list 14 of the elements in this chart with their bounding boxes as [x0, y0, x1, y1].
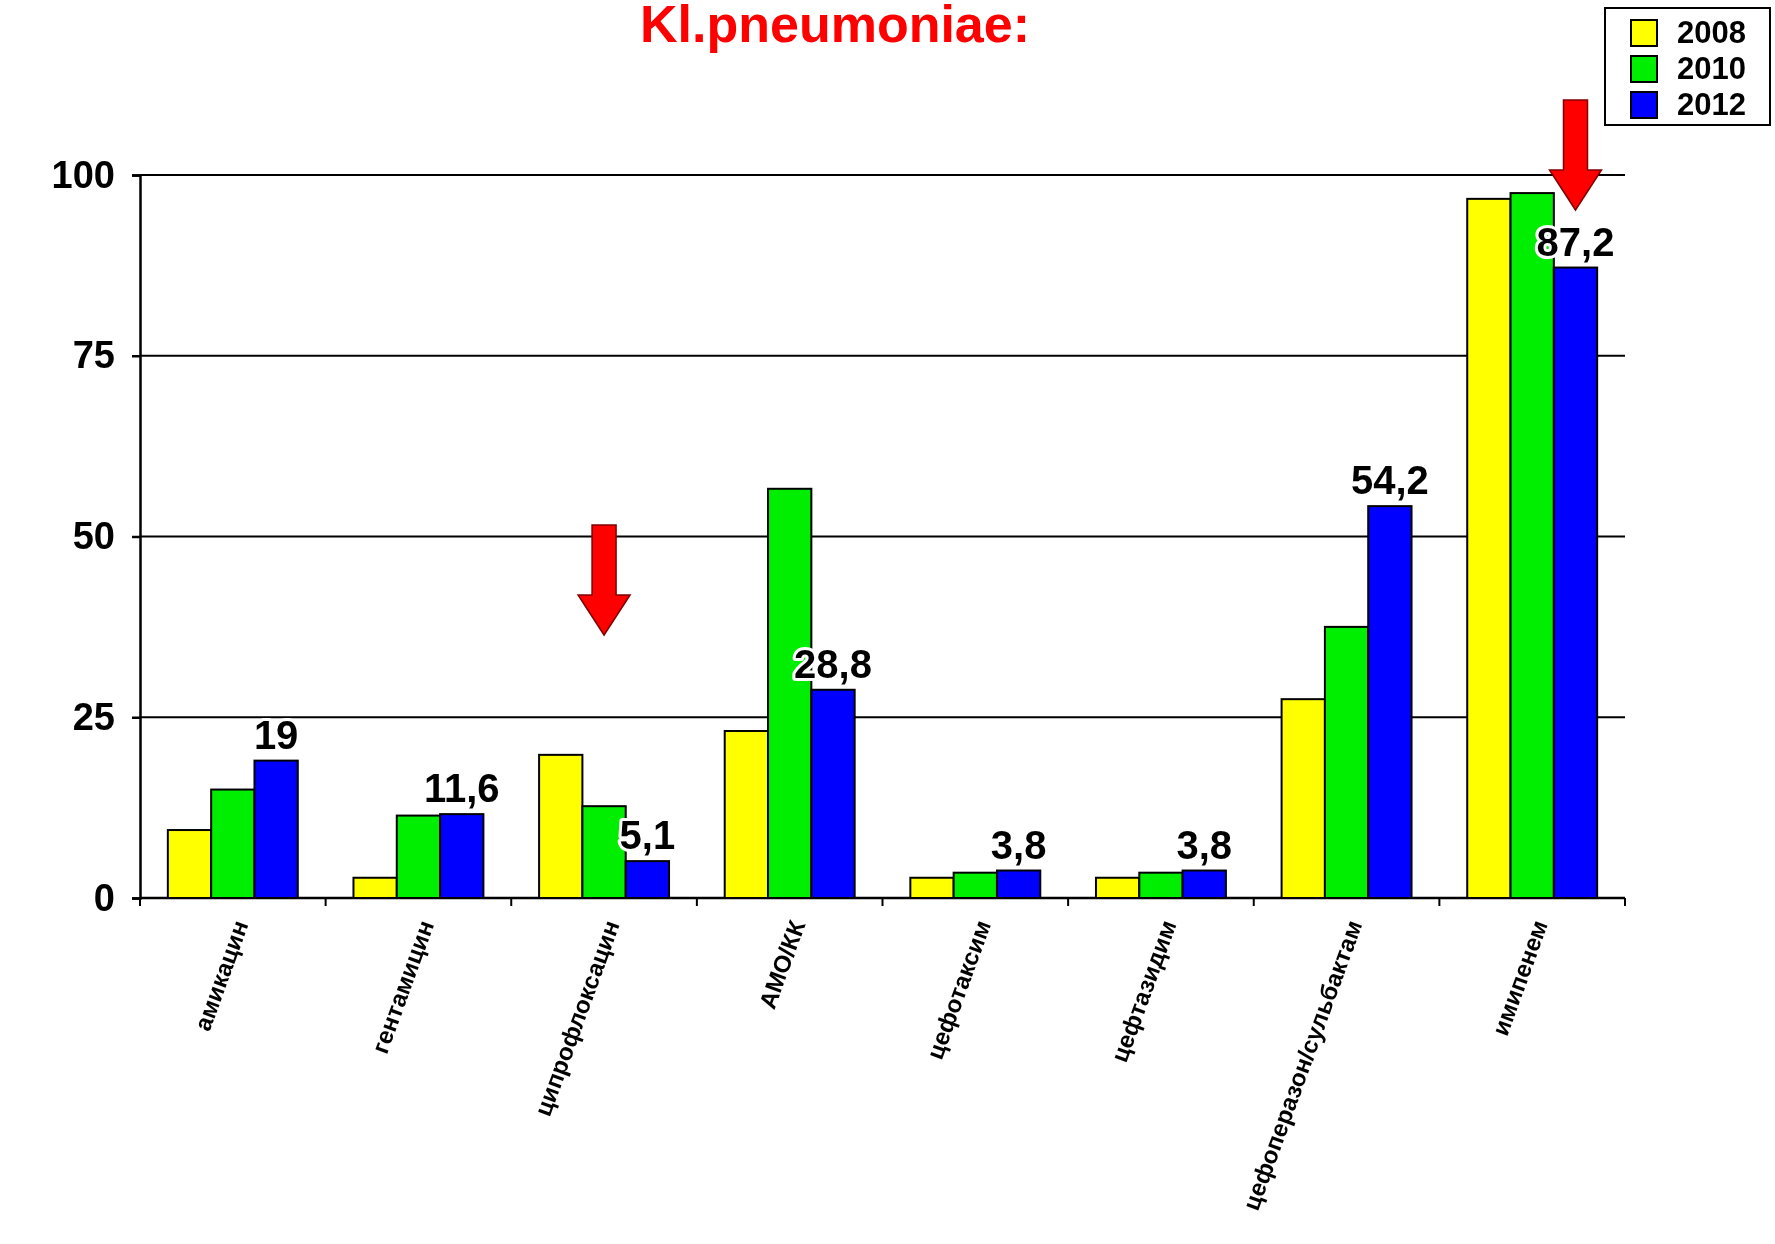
- legend-label: 2012: [1677, 87, 1746, 122]
- legend-label: 2010: [1677, 51, 1746, 86]
- data-label: 19: [253, 712, 299, 757]
- y-tick-label: 0: [93, 876, 115, 919]
- data-label: 3,8: [1176, 822, 1233, 867]
- legend-label: 2008: [1677, 15, 1746, 50]
- y-tick-label: 100: [51, 153, 115, 196]
- data-label: 54,2: [1350, 458, 1429, 503]
- y-tick-label: 75: [72, 334, 115, 377]
- y-tick-label: 50: [72, 515, 115, 558]
- y-tick-label: 25: [72, 695, 115, 738]
- data-label: 3,8: [990, 822, 1047, 867]
- data-label: 11,6: [423, 766, 500, 811]
- chart-title: Kl.pneumoniae:: [639, 0, 1031, 53]
